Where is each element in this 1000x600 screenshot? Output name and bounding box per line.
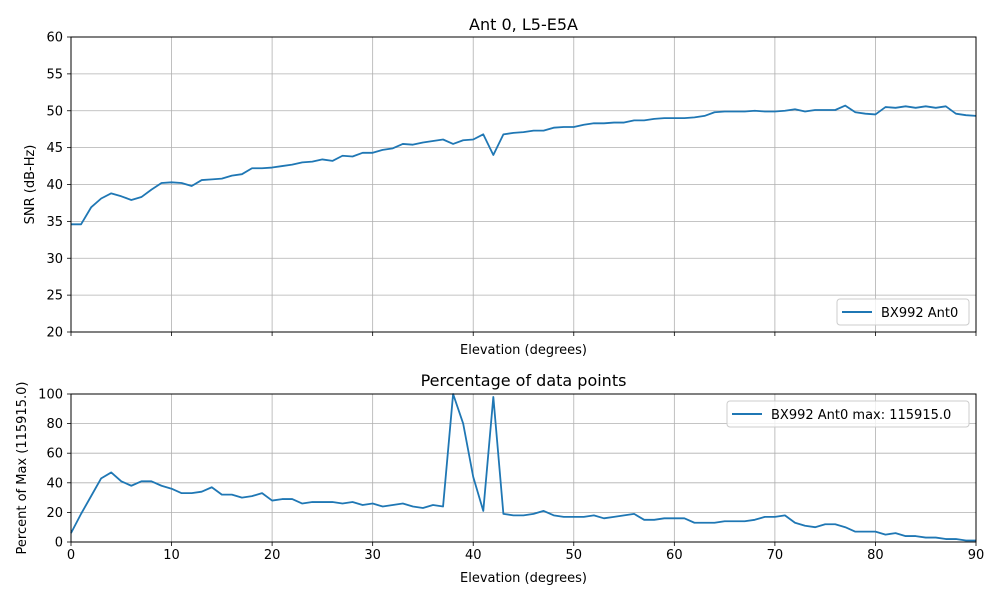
snr-ytick-label: 50 xyxy=(46,104,63,119)
snr-legend-label: BX992 Ant0 xyxy=(881,306,958,321)
percentage-chart-frame xyxy=(70,393,977,543)
percentage-ytick-label: 20 xyxy=(46,506,63,521)
percentage-xtick-label: 40 xyxy=(465,548,482,563)
percentage-xtick-label: 20 xyxy=(264,548,281,563)
snr-chart-title: Ant 0, L5-E5A xyxy=(469,15,578,34)
percentage-chart-xlabel: Elevation (degrees) xyxy=(460,571,587,586)
percentage-ytick-label: 60 xyxy=(46,447,63,462)
percentage-chart-ylabel: Percent of Max (115915.0) xyxy=(15,382,30,555)
snr-ytick-label: 40 xyxy=(46,178,63,193)
snr-ytick-label: 60 xyxy=(46,31,63,46)
percentage-xtick-label: 50 xyxy=(566,548,583,563)
percentage-series-line xyxy=(70,393,976,542)
percentage-legend-label: BX992 Ant0 max: 115915.0 xyxy=(771,408,951,423)
snr-ytick-label: 30 xyxy=(46,252,63,267)
snr-legend-box xyxy=(836,298,970,326)
percentage-chart-ticks: 0 10 20 30 40 50 60 70 80 90 0 20 40 60 80 100 xyxy=(38,388,984,564)
percentage-chart-series xyxy=(70,393,976,542)
snr-ytick-label: 20 xyxy=(46,326,63,341)
percentage-xtick-label: 80 xyxy=(867,548,884,563)
snr-ytick-label: 55 xyxy=(46,67,63,82)
percentage-ytick-label: 40 xyxy=(46,476,63,491)
percentage-xtick-label: 70 xyxy=(767,548,784,563)
snr-chart: Ant 0, L5-E5A 20 25 30 35 40 45 50 55 60 Elevati… xyxy=(23,15,977,358)
snr-ytick-label: 35 xyxy=(46,215,63,230)
snr-chart-series xyxy=(71,104,977,226)
percentage-chart-title: Percentage of data points xyxy=(421,371,627,390)
percentage-chart-legend: BX992 Ant0 max: 115915.0 xyxy=(726,400,970,428)
percentage-xtick-label: 0 xyxy=(67,548,75,563)
snr-chart-legend: BX992 Ant0 xyxy=(836,298,970,326)
snr-ytick-label: 45 xyxy=(46,141,63,156)
snr-series-line xyxy=(71,104,977,226)
percentage-ytick-label: 80 xyxy=(46,417,63,432)
percentage-xtick-label: 10 xyxy=(163,548,180,563)
percentage-ytick-label: 0 xyxy=(55,536,63,551)
percentage-xtick-label: 30 xyxy=(364,548,381,563)
snr-chart-ylabel: SNR (dB-Hz) xyxy=(23,145,38,225)
snr-chart-xlabel: Elevation (degrees) xyxy=(460,343,587,358)
percentage-ytick-label: 100 xyxy=(38,388,63,403)
percentage-chart: Percentage of data points 0 10 20 30 40 50 60 7… xyxy=(15,371,984,586)
snr-chart-ticks: 20 25 30 35 40 45 50 55 60 xyxy=(46,31,977,341)
percentage-xtick-label: 60 xyxy=(666,548,683,563)
percentage-legend-box xyxy=(726,400,970,428)
snr-ytick-label: 25 xyxy=(46,289,63,304)
percentage-xtick-label: 90 xyxy=(968,548,985,563)
